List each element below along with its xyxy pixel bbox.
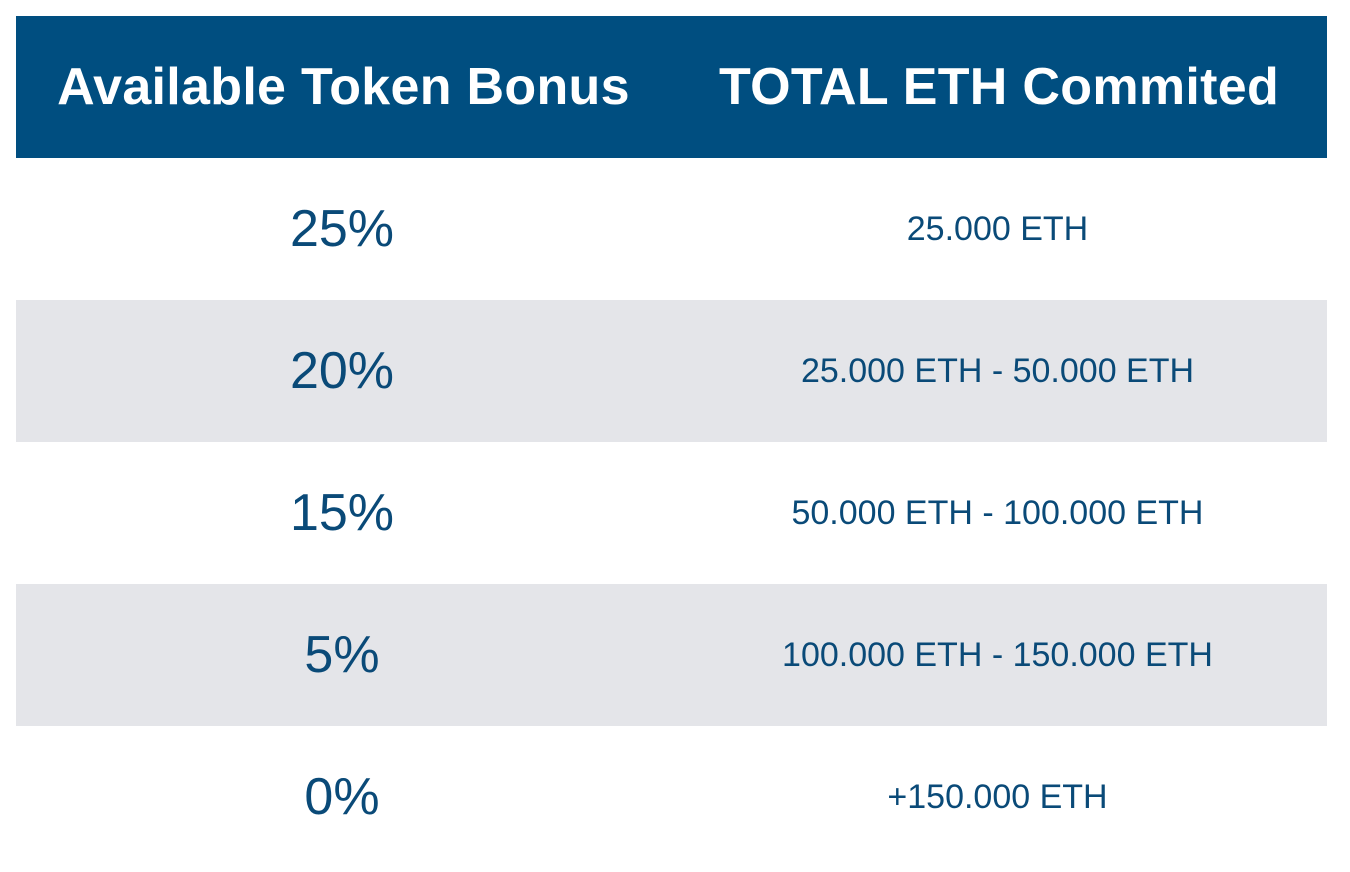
table-row: 25% 25.000 ETH — [16, 158, 1327, 300]
table-row: 20% 25.000 ETH - 50.000 ETH — [16, 300, 1327, 442]
eth-range-cell: +150.000 ETH — [887, 777, 1108, 816]
header-available-token-bonus: Available Token Bonus — [57, 58, 630, 116]
bonus-cell: 20% — [289, 342, 395, 400]
table-row: 15% 50.000 ETH - 100.000 ETH — [16, 442, 1327, 584]
bonus-cell: 5% — [304, 626, 380, 684]
eth-range-cell: 50.000 ETH - 100.000 ETH — [791, 493, 1204, 532]
table-row: 0% +150.000 ETH — [16, 726, 1327, 868]
table-header: Available Token Bonus TOTAL ETH Commited — [16, 16, 1327, 158]
bonus-cell: 15% — [289, 484, 395, 542]
bonus-table: Available Token Bonus TOTAL ETH Commited… — [16, 16, 1327, 868]
bonus-cell: 25% — [289, 200, 395, 258]
bonus-cell: 0% — [304, 768, 380, 826]
header-total-eth-commited: TOTAL ETH Commited — [718, 58, 1280, 116]
eth-range-cell: 100.000 ETH - 150.000 ETH — [782, 635, 1213, 674]
table-row: 5% 100.000 ETH - 150.000 ETH — [16, 584, 1327, 726]
eth-range-cell: 25.000 ETH - 50.000 ETH — [800, 351, 1195, 390]
eth-range-cell: 25.000 ETH — [906, 209, 1089, 248]
